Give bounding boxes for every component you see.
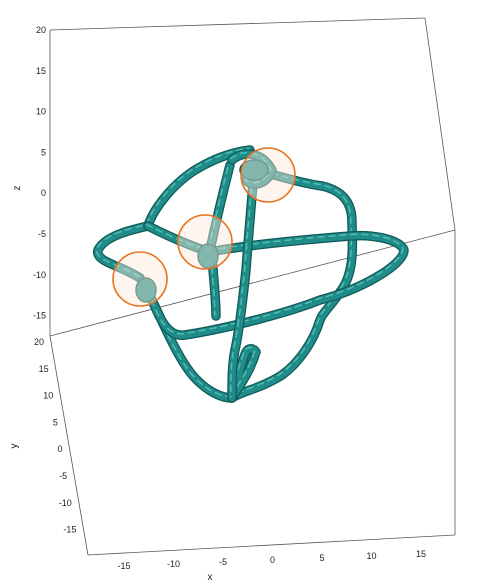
x-axis-label: x xyxy=(208,572,213,583)
z-tick-label: 15 xyxy=(36,66,46,76)
y-axis-label: y xyxy=(9,444,20,449)
x-tick-label: -10 xyxy=(167,559,180,569)
z-tick-label: -10 xyxy=(33,270,46,280)
y-tick-label: 5 xyxy=(53,417,58,427)
y-axis-ticks: 20 15 10 5 0 -5 -10 -15 xyxy=(34,337,76,535)
x-tick-label: 10 xyxy=(366,551,376,561)
tube-body xyxy=(146,232,408,339)
tube-highlight xyxy=(229,165,254,398)
z-tick-label: -5 xyxy=(38,229,46,239)
x-axis-ticks: -15 -10 -5 0 5 10 15 xyxy=(117,549,426,571)
z-axis-label: z xyxy=(12,186,23,191)
z-tick-label: 5 xyxy=(41,147,46,157)
z-tick-label: 10 xyxy=(36,107,46,117)
y-tick-label: 20 xyxy=(34,337,44,347)
tube-strand-vertical-center xyxy=(227,163,259,403)
z-axis-ticks: 20 15 10 5 0 -5 -10 -15 xyxy=(33,25,46,321)
x-tick-label: -5 xyxy=(219,557,227,567)
box-edge-y-axis xyxy=(49,335,89,556)
z-tick-label: -15 xyxy=(33,311,46,321)
marker-disc-top xyxy=(240,147,296,203)
tube-highlight xyxy=(147,233,404,335)
junction-blob-left xyxy=(135,277,157,303)
axes-box xyxy=(49,17,456,556)
tube-highlight xyxy=(229,151,272,184)
tube-body xyxy=(228,150,276,188)
junction-markers xyxy=(112,147,296,307)
tube-strand-top-node xyxy=(227,149,277,189)
z-tick-label: 0 xyxy=(41,188,46,198)
marker-disc-middle xyxy=(177,214,233,270)
x-tick-label: 5 xyxy=(319,553,324,563)
box-edge-mid xyxy=(49,229,456,337)
x-tick-label: 0 xyxy=(270,555,275,565)
y-tick-label: -5 xyxy=(59,471,67,481)
junction-blob-middle xyxy=(197,243,219,269)
tube-highlight xyxy=(229,169,353,398)
tube-strand-mid-cross xyxy=(145,230,409,340)
y-tick-label: 0 xyxy=(57,444,62,454)
y-tick-label: 15 xyxy=(39,364,49,374)
box-edge-top-back xyxy=(49,17,426,31)
tube-surface xyxy=(93,145,409,403)
x-tick-label: 15 xyxy=(416,549,426,559)
tube-body xyxy=(228,164,258,402)
z-tick-label: 20 xyxy=(36,25,46,35)
y-tick-label: -15 xyxy=(63,525,76,535)
y-tick-label: -10 xyxy=(59,498,72,508)
box-edge-right-back xyxy=(424,17,456,231)
junction-blob-top xyxy=(239,159,269,181)
x-tick-label: -15 xyxy=(117,561,130,571)
marker-disc-left xyxy=(112,251,168,307)
y-tick-label: 10 xyxy=(43,391,53,401)
box-edge-x-axis xyxy=(87,534,456,556)
